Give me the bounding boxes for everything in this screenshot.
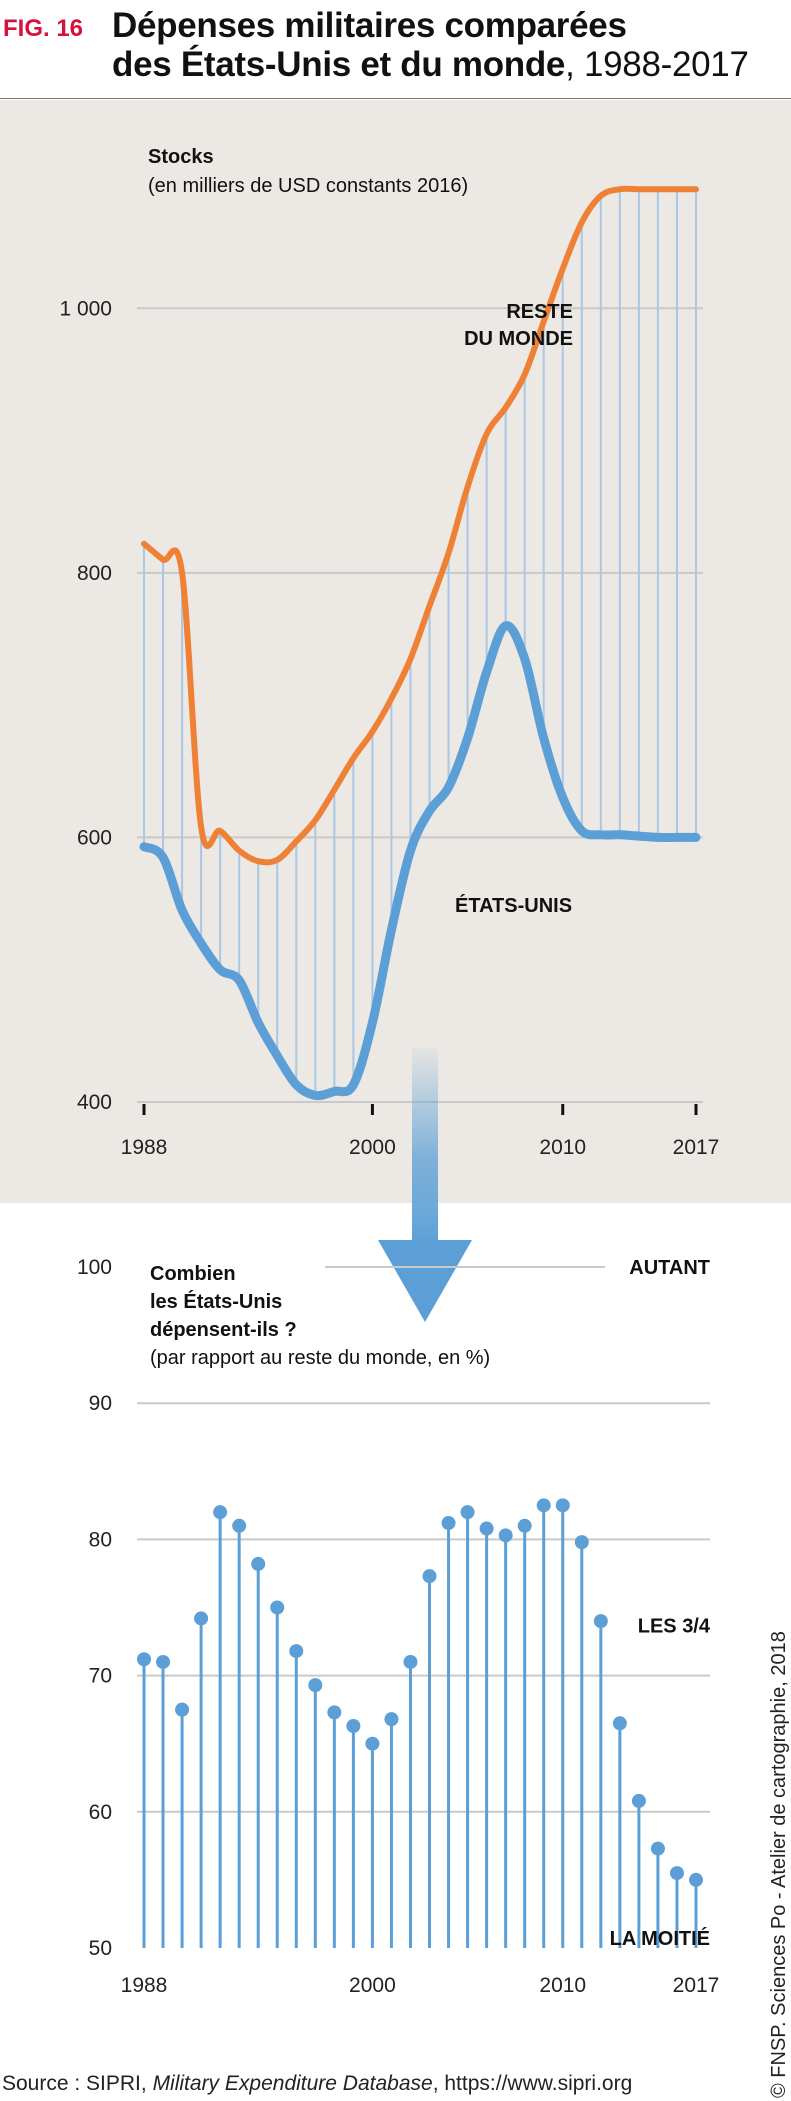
lollipop-dot-2002 <box>403 1654 418 1669</box>
lollipop-y-tick-90: 90 <box>89 1392 112 1415</box>
line-chart-ylabel-line-2: (en milliers de USD constants 2016) <box>148 175 468 197</box>
figure-title-line-1: Dépenses militaires comparées <box>112 6 627 46</box>
usa-line <box>139 621 701 1101</box>
lollipop-dot-1996 <box>289 1644 304 1659</box>
usa-series-label: ÉTATS-UNIS <box>455 894 572 917</box>
lollipop-x-tick-1988: 1988 <box>121 1974 168 1997</box>
rest-of-world-line <box>141 185 699 866</box>
lollipop-dot-1991 <box>194 1611 209 1626</box>
line-chart-x-tick-2010: 2010 <box>539 1136 586 1159</box>
spending-line-chart: 400 600 800 1 000 1988 2000 2010 2017 Stocks (… <box>59 146 719 1159</box>
lollipop-dot-1999 <box>346 1718 361 1733</box>
lollipop-x-tick-2010: 2010 <box>539 1974 586 1997</box>
lollipop-x-tick-2000: 2000 <box>349 1974 396 1997</box>
lollipop-subtitle: (par rapport au reste du monde, en %) <box>150 1347 490 1369</box>
line-chart-gridlines <box>137 307 703 1103</box>
lollipop-y-tick-60: 60 <box>89 1801 112 1824</box>
lollipop-title-line-1: Combien <box>150 1263 236 1285</box>
lollipop-chart-x-axis: 1988 2000 2010 2017 <box>121 1974 720 1997</box>
lollipop-dot-2001 <box>384 1712 399 1727</box>
lollipop-dot-1992 <box>213 1505 228 1520</box>
lollipop-y-tick-50: 50 <box>89 1937 112 1960</box>
lollipop-dot-1988 <box>137 1652 151 1667</box>
lollipop-dot-2004 <box>441 1516 456 1531</box>
rest-of-world-series-label-line-2: DU MONDE <box>464 328 573 350</box>
credit-note: © FNSP. Sciences Po - Atelier de cartogr… <box>768 1631 790 2098</box>
line-chart-y-tick-600: 600 <box>77 826 112 849</box>
title-year-range: , 1988-2017 <box>565 45 749 84</box>
lollipop-dot-2016 <box>669 1866 684 1881</box>
lollipop-dot-2017 <box>689 1872 703 1887</box>
lollipop-y-tick-70: 70 <box>89 1665 112 1688</box>
line-chart-y-tick-labels: 400 600 800 1 000 <box>59 297 112 1114</box>
lollipop-dot-1990 <box>175 1702 190 1717</box>
lollipop-chart-y-tick-labels: 50 60 70 80 90 100 <box>77 1256 112 1960</box>
lollipop-annotation-2: LA MOITIÉ <box>610 1927 710 1950</box>
line-chart-x-tick-2017: 2017 <box>673 1136 720 1159</box>
line-chart-y-tick-800: 800 <box>77 562 112 585</box>
figure-title-line-2: des États-Unis et du monde, 1988-2017 <box>112 45 749 85</box>
lollipop-title-line-3: dépensent-ils ? <box>150 1319 297 1341</box>
lollipop-dot-1995 <box>270 1600 285 1615</box>
lollipop-annotation-0: AUTANT <box>629 1257 710 1279</box>
line-chart-gap-lines <box>143 189 697 1096</box>
lollipop-chart-annotations: AUTANT LES 3/4 LA MOITIÉ <box>610 1257 711 1950</box>
lollipop-dot-1993 <box>232 1518 247 1533</box>
spending-chart-panel-background <box>0 100 791 1203</box>
lollipop-dot-1994 <box>251 1556 266 1571</box>
lollipop-dot-1989 <box>156 1654 171 1669</box>
lollipop-stems-and-dots <box>137 1498 703 1948</box>
source-note: Source : SIPRI, Military Expenditure Dat… <box>2 2072 632 2096</box>
line-chart-x-tick-2000: 2000 <box>349 1136 396 1159</box>
lollipop-dot-2010 <box>555 1498 570 1513</box>
lollipop-dot-1998 <box>327 1705 342 1720</box>
arrow-head <box>378 1240 472 1322</box>
lollipop-y-tick-80: 80 <box>89 1528 112 1551</box>
arrow-shaft <box>412 1048 438 1248</box>
lollipop-dot-2015 <box>650 1841 665 1856</box>
lollipop-annotation-1: LES 3/4 <box>638 1616 711 1638</box>
lollipop-dot-2009 <box>536 1498 551 1513</box>
line-chart-ylabel-line-1: Stocks <box>148 146 214 168</box>
rest-of-world-series-label-line-1: RESTE <box>506 301 573 323</box>
lollipop-dot-1997 <box>308 1678 323 1693</box>
lollipop-dot-2000 <box>365 1736 380 1751</box>
lollipop-x-tick-2017: 2017 <box>673 1974 720 1997</box>
lollipop-dot-2013 <box>612 1716 627 1731</box>
source-url: , https://www.sipri.org <box>432 2072 633 2095</box>
source-prefix: Source : SIPRI, <box>2 2072 153 2095</box>
lollipop-y-tick-100: 100 <box>77 1256 112 1279</box>
line-chart-x-tick-1988: 1988 <box>121 1136 168 1159</box>
lollipop-dot-2007 <box>498 1528 513 1543</box>
header-divider <box>0 98 791 99</box>
lollipop-dot-2011 <box>574 1535 589 1550</box>
title-bold-part-2: des États-Unis et du monde <box>112 45 566 84</box>
lollipop-dot-2005 <box>460 1505 475 1520</box>
figure-number: FIG. 16 <box>3 15 84 42</box>
lollipop-dot-2008 <box>517 1518 532 1533</box>
lollipop-chart-gridlines <box>137 1266 710 1813</box>
line-chart-y-tick-400: 400 <box>77 1091 112 1114</box>
lollipop-title-line-2: les États-Unis <box>150 1290 282 1313</box>
lollipop-dot-2012 <box>593 1614 608 1629</box>
lollipop-dot-2014 <box>631 1793 646 1808</box>
title-bold-part-1: Dépenses militaires comparées <box>112 6 627 45</box>
line-chart-y-tick-1 000: 1 000 <box>59 297 112 320</box>
source-database-name: Military Expenditure Database <box>152 2072 433 2095</box>
lollipop-dot-2003 <box>422 1569 437 1584</box>
transition-arrow <box>378 1048 472 1322</box>
lollipop-dot-2006 <box>479 1521 494 1536</box>
figure-header: FIG. 16 Dépenses militaires comparées de… <box>0 0 791 100</box>
percentage-lollipop-chart: 50 60 70 80 90 100 1988 2000 2010 2017 AUTANT LES… <box>77 1256 719 1997</box>
line-chart-x-axis: 1988 2000 2010 2017 <box>121 1104 720 1159</box>
